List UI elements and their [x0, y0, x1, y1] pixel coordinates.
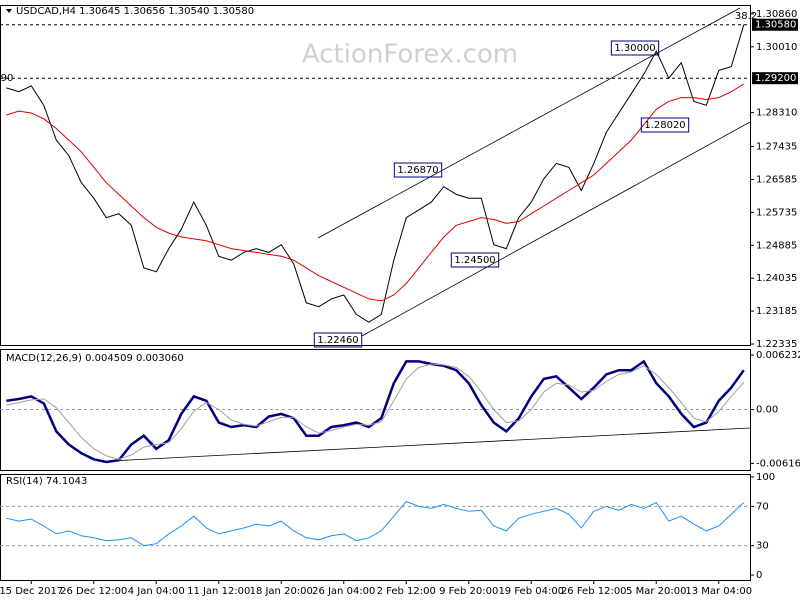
y-tick-label: 0.00	[756, 405, 778, 416]
series-line	[6, 83, 745, 302]
y-tick-label: 1.28310	[756, 108, 797, 119]
y-tick-label: 1.30860	[756, 9, 797, 20]
y-tick-label: 1.22335	[756, 339, 797, 350]
y-tick-label: 1.24035	[756, 273, 797, 284]
x-tick-label: 18 Jan 20:00	[250, 586, 313, 597]
x-tick-label: 5 Mar 20:00	[626, 586, 686, 597]
macd-trendline	[109, 427, 751, 462]
price-box	[752, 18, 798, 31]
x-tick-label: 26 Feb 12:00	[561, 586, 627, 597]
annotation: 38.2	[735, 11, 757, 22]
series-line	[6, 363, 745, 460]
x-tick-label: 15 Dec 2017	[0, 586, 63, 597]
x-tick-label: 2 Feb 12:00	[377, 586, 436, 597]
symbol-icon	[6, 9, 12, 13]
rsi-title: RSI(14) 74.1043	[6, 476, 87, 487]
annotation: 90	[1, 73, 14, 84]
y-tick-label: 1.26585	[756, 174, 797, 185]
x-tick-label: 9 Feb 20:00	[439, 586, 498, 597]
annotation-box	[393, 162, 443, 178]
y-tick-label: 70	[756, 501, 769, 512]
price-label: 1.29200	[755, 73, 796, 84]
x-tick-label: 26 Dec 12:00	[60, 586, 127, 597]
main-frame	[0, 5, 751, 346]
x-tick-label: 19 Feb 04:00	[498, 586, 564, 597]
chart-title: USDCAD,H4 1.30645 1.30656 1.30540 1.3058…	[16, 6, 254, 17]
annotation: 1.22460	[317, 335, 358, 346]
y-tick-label: 1.25735	[756, 207, 797, 218]
series-line	[6, 24, 745, 323]
y-tick-label: 1.24885	[756, 240, 797, 251]
y-tick-label: 1.23185	[756, 306, 797, 317]
macd-title: MACD(12,26,9) 0.004509 0.003060	[6, 353, 184, 364]
y-tick-label: -0.006163	[756, 458, 800, 469]
y-tick-label: 30	[756, 541, 769, 552]
series-line	[6, 359, 745, 464]
annotation: 1.30000	[614, 43, 655, 54]
annotation-box	[313, 332, 363, 348]
y-tick-label: 100	[756, 472, 775, 483]
x-tick-label: 4 Jan 04:00	[128, 586, 185, 597]
annotation: 1.26870	[397, 165, 438, 176]
channel-bottom	[361, 121, 751, 337]
annotation: 1.24500	[454, 255, 495, 266]
annotation-box	[610, 40, 660, 56]
y-tick-label: 1.30010	[756, 42, 797, 53]
annotation: 1.28020	[644, 120, 685, 131]
price-box	[752, 72, 798, 85]
rsi-frame	[0, 474, 751, 581]
annotation-box	[450, 252, 500, 268]
x-tick-label: 13 Mar 04:00	[685, 586, 752, 597]
y-tick-label: 0.006232	[756, 350, 800, 361]
x-tick-label: 11 Jan 12:00	[187, 586, 250, 597]
watermark: ActionForex.com	[302, 40, 518, 70]
channel-top	[317, 7, 741, 239]
price-label: 1.30580	[755, 20, 796, 31]
annotation-box	[640, 117, 690, 133]
x-tick-label: 26 Jan 04:00	[312, 586, 375, 597]
y-tick-label: 1.27435	[756, 142, 797, 153]
y-tick-label: 0	[756, 570, 762, 581]
series-line	[6, 500, 745, 547]
